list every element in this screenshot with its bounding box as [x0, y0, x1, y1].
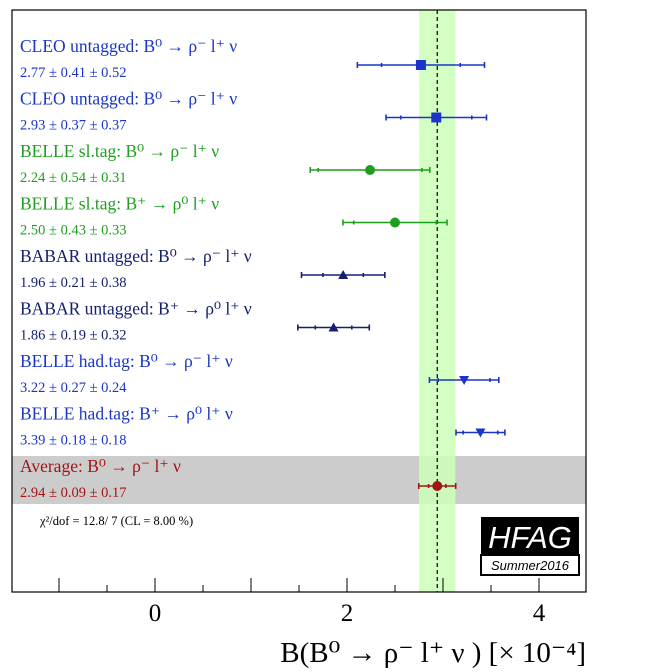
data-point-triangle [328, 322, 339, 332]
x-axis-layer: 0 2 4 [58, 578, 546, 627]
x-tick-label: 0 [149, 600, 162, 627]
measurement-3-value: 2.24 ± 0.54 ± 0.31 [20, 170, 127, 186]
average-value: 2.94 ± 0.09 ± 0.17 [20, 485, 127, 501]
measurement-6-value: 1.86 ± 0.19 ± 0.32 [20, 328, 127, 344]
measurement-5-label: BABAR untagged: B⁰ → ρ⁻ l⁺ ν [20, 246, 252, 266]
logo-sub-box [480, 554, 580, 576]
logo-sub-text: Summer2016 [491, 558, 570, 573]
measurement-2-value: 2.93 ± 0.37 ± 0.37 [20, 118, 127, 134]
measurement-3-label: BELLE sl.tag: B⁰ → ρ⁻ l⁺ ν [20, 141, 219, 161]
measurement-6-label: BABAR untagged: B⁺ → ρ⁰ l⁺ ν [20, 299, 252, 319]
data-point-circle [365, 165, 376, 175]
chi2-label: χ²/dof = 12.8/ 7 (CL = 8.00 %) [39, 514, 193, 528]
data-point-circle [432, 481, 443, 491]
measurement-4-value: 2.50 ± 0.43 ± 0.33 [20, 223, 127, 239]
average-band-layer [12, 10, 586, 592]
average-label: Average: B⁰ → ρ⁻ l⁺ ν [20, 456, 181, 476]
measurement-8-value: 3.39 ± 0.18 ± 0.18 [20, 433, 127, 449]
measurement-7-label: BELLE had.tag: B⁰ → ρ⁻ l⁺ ν [20, 351, 233, 371]
data-point-circle [390, 217, 400, 228]
logo-main-text: HFAG [488, 520, 572, 555]
data-point-triangle [338, 270, 349, 279]
measurement-4-label: BELLE sl.tag: B⁺ → ρ⁰ l⁺ ν [20, 194, 219, 214]
x-axis-title: B(B⁰ → ρ⁻ l⁺ ν ) [× 10⁻⁴] [280, 637, 586, 669]
logo-main-box [481, 517, 579, 555]
measurement-8-label: BELLE had.tag: B⁺ → ρ⁰ l⁺ ν [20, 404, 233, 424]
measurement-2-label: CLEO untagged: B⁰ → ρ⁻ l⁺ ν [20, 89, 237, 109]
measurement-1-label: CLEO untagged: B⁰ → ρ⁻ l⁺ ν [20, 36, 237, 56]
measurement-1-value: 2.77 ± 0.41 ± 0.52 [20, 65, 127, 81]
data-point-triangle [459, 376, 470, 385]
hfag-logo: HFAG Summer2016 [480, 517, 580, 576]
x-tick-label: 2 [341, 600, 354, 627]
measurement-7-value: 3.22 ± 0.27 ± 0.24 [20, 380, 127, 396]
measurement-5-value: 1.96 ± 0.21 ± 0.38 [20, 275, 127, 291]
x-tick-label: 4 [533, 600, 546, 627]
data-point-square [431, 112, 442, 123]
measurement-rows-layer: CLEO untagged: B⁰ → ρ⁻ l⁺ ν 2.77 ± 0.41 ±… [20, 36, 506, 501]
data-point-square [415, 60, 426, 70]
average-row-background [12, 456, 586, 504]
data-point-triangle [475, 428, 486, 438]
